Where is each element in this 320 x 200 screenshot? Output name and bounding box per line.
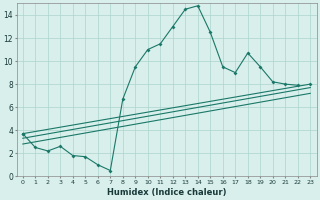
X-axis label: Humidex (Indice chaleur): Humidex (Indice chaleur) — [107, 188, 226, 197]
